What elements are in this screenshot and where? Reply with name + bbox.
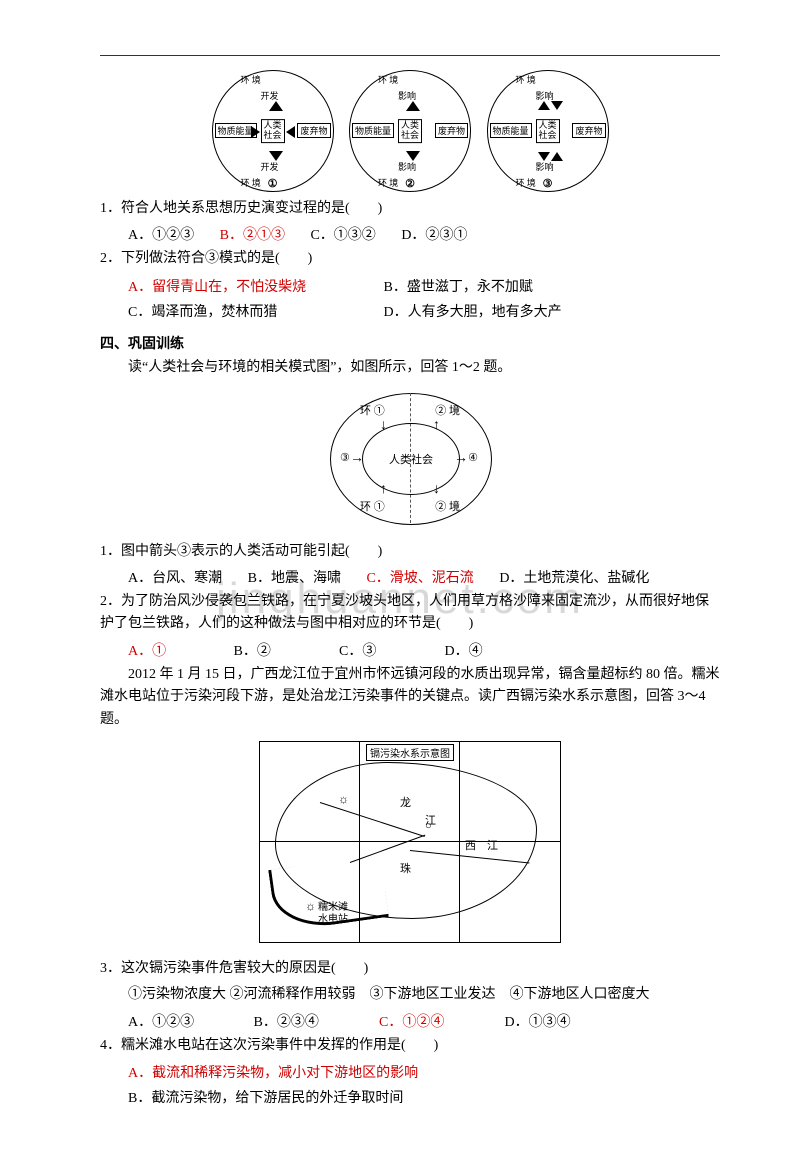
waste-box: 废弃物 <box>435 123 468 138</box>
center-box: 人类 社会 <box>260 119 284 143</box>
arrow-down-icon: ↓ <box>433 482 440 498</box>
q3-opt-c: C．①②④ <box>379 1011 479 1031</box>
q1-opt-c: C．①③② <box>310 224 375 244</box>
read-1: 读“人类社会与环境的相关模式图”，如图所示，回答 1～2 题。 <box>100 357 720 379</box>
qf1-opt-b: B．地震、海啸 <box>248 567 341 587</box>
circle-fig-1: 环 境 开发 物质能量 人类 社会 废弃物 开发 环 境 ① <box>212 70 334 192</box>
arrow-right-icon <box>251 126 260 138</box>
map-title: 镉污染水系示意图 <box>366 744 454 761</box>
question-f1-stem: 1．图中箭头③表示的人类活动可能引起( ) <box>100 541 720 563</box>
q2-opt-a: A．留得青山在，不怕没柴烧 <box>128 275 358 300</box>
q3-opt-d: D．①③④ <box>505 1011 571 1031</box>
star-marker-icon: ☼ <box>338 792 349 807</box>
dev-label: 开发 <box>261 160 279 173</box>
center-box: 人类 社会 <box>535 119 559 143</box>
influence-label: 影响 <box>536 160 554 173</box>
river-label: 西 江 <box>465 837 498 853</box>
river-label: 珠 <box>400 860 411 876</box>
q1-opt-b: B．②①③ <box>220 224 285 244</box>
fig-num-2: ② <box>405 177 415 190</box>
center-text: 人类 社会 <box>263 120 281 140</box>
arrow-right-icon: → <box>454 451 468 467</box>
question-4-stem: 4．糯米滩水电站在这次污染事件中发挥的作用是( ) <box>100 1035 720 1057</box>
waste-box: 废弃物 <box>297 123 330 138</box>
q4-opt-a: A．截流和稀释污染物，减小对下游地区的影响 <box>128 1061 720 1086</box>
qf1-opt-a: A．台风、寒潮 <box>128 567 222 587</box>
section-4-heading: 四、巩固训练 <box>100 333 720 353</box>
q4-opt-b: B．截流污染物，给下游居民的外迁争取时间 <box>128 1086 720 1111</box>
lbl-bot-right: ② 境 <box>435 498 460 514</box>
matter-energy-box: 物质能量 <box>352 123 394 138</box>
q1-opt-d: D．②③① <box>401 224 467 244</box>
question-3-stem: 3．这次镉污染事件危害较大的原因是( ) <box>100 958 720 980</box>
influence-label: 影响 <box>398 160 416 173</box>
question-1-stem: 1．符合人地关系思想历史演变过程的是( ) <box>100 198 720 220</box>
lbl-top-left: 环 ① <box>360 402 385 418</box>
river-label: 龙 <box>400 794 411 810</box>
q3-opt-a: A．①②③ <box>128 1011 228 1031</box>
question-3-sub: ①污染物浓度大 ②河流稀释作用较弱 ③下游地区工业发达 ④下游地区人口密度大 <box>128 984 720 1006</box>
arrow-up-icon: ↑ <box>380 482 387 498</box>
lbl-left: ③ <box>340 451 350 464</box>
center-text: 人类 社会 <box>538 120 556 140</box>
inner-ellipse: 人类社会 <box>362 423 460 495</box>
arrow-left-icon <box>286 126 295 138</box>
env-label: 环 境 <box>378 176 398 189</box>
qf1-opt-d: D．土地荒漠化、盐碱化 <box>499 567 649 587</box>
q2-opt-b: B．盛世滋丁，永不加赋 <box>384 275 533 300</box>
paragraph-2: 2012 年 1 月 15 日，广西龙江位于宜州市怀远镇河段的水质出现异常，镉含… <box>100 664 720 731</box>
question-2-stem: 2．下列做法符合③模式的是( ) <box>100 248 720 270</box>
center-text: 人类 社会 <box>401 120 419 140</box>
arrow-down-icon: ↓ <box>380 418 387 434</box>
q1-opt-a: A．①②③ <box>128 224 194 244</box>
arrow-right-icon: → <box>350 451 364 467</box>
env-label: 环 境 <box>516 176 536 189</box>
arrow-up-icon <box>269 101 283 111</box>
question-1-options: A．①②③ B．②①③ C．①③② D．②③① <box>128 224 720 244</box>
env-label: 环 境 <box>516 73 536 86</box>
q2-opt-d: D．人有多大胆，地有多大产 <box>384 300 562 325</box>
lbl-top-right: ② 境 <box>435 402 460 418</box>
top-circles-figure: 环 境 开发 物质能量 人类 社会 废弃物 开发 环 境 ① 环 境 影响 物质… <box>100 70 720 192</box>
circle-fig-2: 环 境 影响 物质能量 人类 社会 废弃物 影响 环 境 ② <box>349 70 471 192</box>
arrow-up-icon: ↑ <box>433 418 440 434</box>
qf2-opt-c: C．③ <box>339 640 419 660</box>
waste-box: 废弃物 <box>572 123 605 138</box>
circle-fig-3: 环 境 影响 物质能量 人类 社会 废弃物 影响 环 境 ③ <box>487 70 609 192</box>
q2-opt-c: C．竭泽而渔，焚林而猎 <box>128 300 358 325</box>
q3-opt-b: B．②③④ <box>254 1011 354 1031</box>
map-figure: 镉污染水系示意图 龙 江 西 江 珠 ○ ☼ ☼ 糯米滩 水电站 <box>100 741 720 948</box>
question-2-options: A．留得青山在，不怕没柴烧 B．盛世滋丁，永不加赋 C．竭泽而渔，焚林而猎 D．… <box>128 275 720 325</box>
station-label: 水电站 <box>318 910 348 925</box>
lbl-right: ④ <box>468 451 478 464</box>
arrow-up-icon <box>538 101 550 110</box>
question-f1-options: A．台风、寒潮 B．地震、海啸 C．滑坡、泥石流 D．土地荒漠化、盐碱化 <box>128 567 720 587</box>
env-label: 环 境 <box>378 73 398 86</box>
dot-marker-icon: ○ <box>425 820 432 832</box>
question-4-options: A．截流和稀释污染物，减小对下游地区的影响 B．截流污染物，给下游居民的外迁争取… <box>128 1061 720 1111</box>
qf2-opt-a: A．① <box>128 640 208 660</box>
star-marker-icon: ☼ <box>305 899 316 914</box>
arrow-up-icon <box>406 101 420 111</box>
question-f2-options: A．① B．② C．③ D．④ <box>128 640 720 660</box>
qf2-opt-d: D．④ <box>445 640 483 660</box>
lbl-bot-left: 环 ① <box>360 498 385 514</box>
env-label: 环 境 <box>241 176 261 189</box>
inner-label: 人类社会 <box>389 451 433 467</box>
question-3-options: A．①②③ B．②③④ C．①②④ D．①③④ <box>128 1011 720 1031</box>
qf1-opt-c: C．滑坡、泥石流 <box>366 567 473 587</box>
fig-num-1: ① <box>268 177 278 190</box>
modes-figure: 人类社会 环 ① ② 境 ③ ④ 环 ① ② 境 ↓ ↑ → → ↑ ↓ <box>100 388 720 533</box>
arrow-down-icon <box>551 101 563 110</box>
question-f2-stem: 2．为了防治风沙侵袭包兰铁路，在宁夏沙坡头地区，人们用草方格沙障来固定流沙，从而… <box>100 591 720 636</box>
matter-energy-box: 物质能量 <box>490 123 532 138</box>
center-box: 人类 社会 <box>398 119 422 143</box>
fig-num-3: ③ <box>543 177 553 190</box>
qf2-opt-b: B．② <box>234 640 314 660</box>
env-label: 环 境 <box>241 73 261 86</box>
